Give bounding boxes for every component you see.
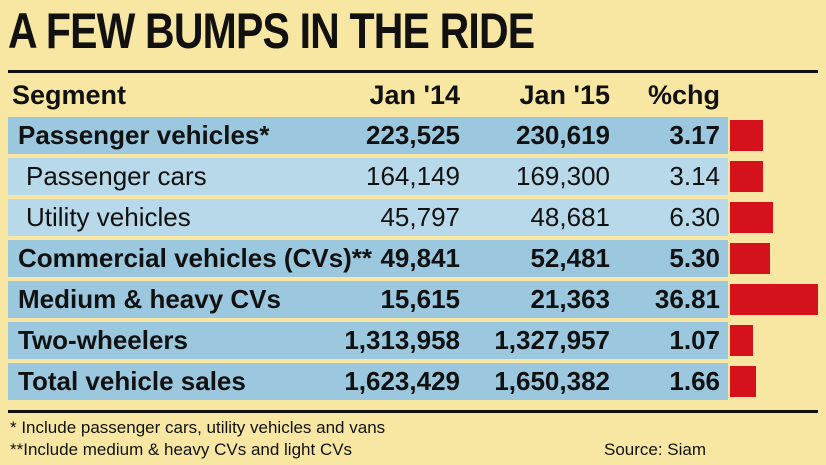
chg-bar <box>730 202 774 233</box>
row-background <box>8 158 728 195</box>
cell-segment: Total vehicle sales <box>18 366 246 396</box>
chg-bar <box>730 120 764 151</box>
footnote-2: **Include medium & heavy CVs and light C… <box>10 440 353 459</box>
cell-chg: 5.30 <box>669 243 720 273</box>
header-chg: %chg <box>647 80 720 110</box>
cell-segment: Medium & heavy CVs <box>18 284 281 314</box>
header-segment: Segment <box>12 80 127 110</box>
cell-chg: 1.07 <box>669 325 720 355</box>
footnote-1: * Include passenger cars, utility vehicl… <box>10 418 386 437</box>
header-jan15: Jan '15 <box>519 80 610 110</box>
cell-jan14: 223,525 <box>366 120 460 150</box>
row-background <box>8 117 728 154</box>
cell-jan14: 49,841 <box>380 243 460 273</box>
chg-bar <box>730 161 764 192</box>
row-background <box>8 199 728 236</box>
cell-chg: 1.66 <box>669 366 720 396</box>
cell-segment: Utility vehicles <box>26 202 191 232</box>
header-jan14: Jan '14 <box>369 80 460 110</box>
cell-segment: Passenger cars <box>26 161 207 191</box>
cell-jan14: 1,623,429 <box>344 366 460 396</box>
cell-segment: Passenger vehicles* <box>18 120 270 150</box>
source-note: Source: Siam <box>604 440 707 459</box>
bottom-rule <box>8 410 818 413</box>
cell-jan14: 164,149 <box>366 161 460 191</box>
cell-segment: Commercial vehicles (CVs)** <box>18 243 373 273</box>
cell-jan15: 52,481 <box>530 243 610 273</box>
cell-segment: Two-wheelers <box>18 325 189 355</box>
cell-chg: 3.17 <box>669 120 720 150</box>
chg-bar <box>730 284 818 315</box>
cell-jan15: 21,363 <box>530 284 610 314</box>
cell-chg: 6.30 <box>669 202 720 232</box>
cell-jan14: 1,313,958 <box>344 325 460 355</box>
cell-jan15: 169,300 <box>516 161 610 191</box>
cell-chg: 36.81 <box>654 284 720 314</box>
row-background <box>8 363 728 400</box>
cell-chg: 3.14 <box>669 161 720 191</box>
cell-jan14: 45,797 <box>380 202 460 232</box>
cell-jan15: 1,327,957 <box>494 325 610 355</box>
cell-jan14: 15,615 <box>380 284 460 314</box>
chg-bar <box>730 366 757 397</box>
chg-bar <box>730 325 753 356</box>
cell-jan15: 48,681 <box>530 202 610 232</box>
row-background <box>8 240 728 277</box>
top-rule <box>8 70 818 73</box>
row-background <box>8 322 728 359</box>
row-background <box>8 281 728 318</box>
chart-title: A FEW BUMPS IN THE RIDE <box>8 3 535 59</box>
chg-bar <box>730 243 771 274</box>
cell-jan15: 1,650,382 <box>494 366 610 396</box>
cell-jan15: 230,619 <box>516 120 610 150</box>
